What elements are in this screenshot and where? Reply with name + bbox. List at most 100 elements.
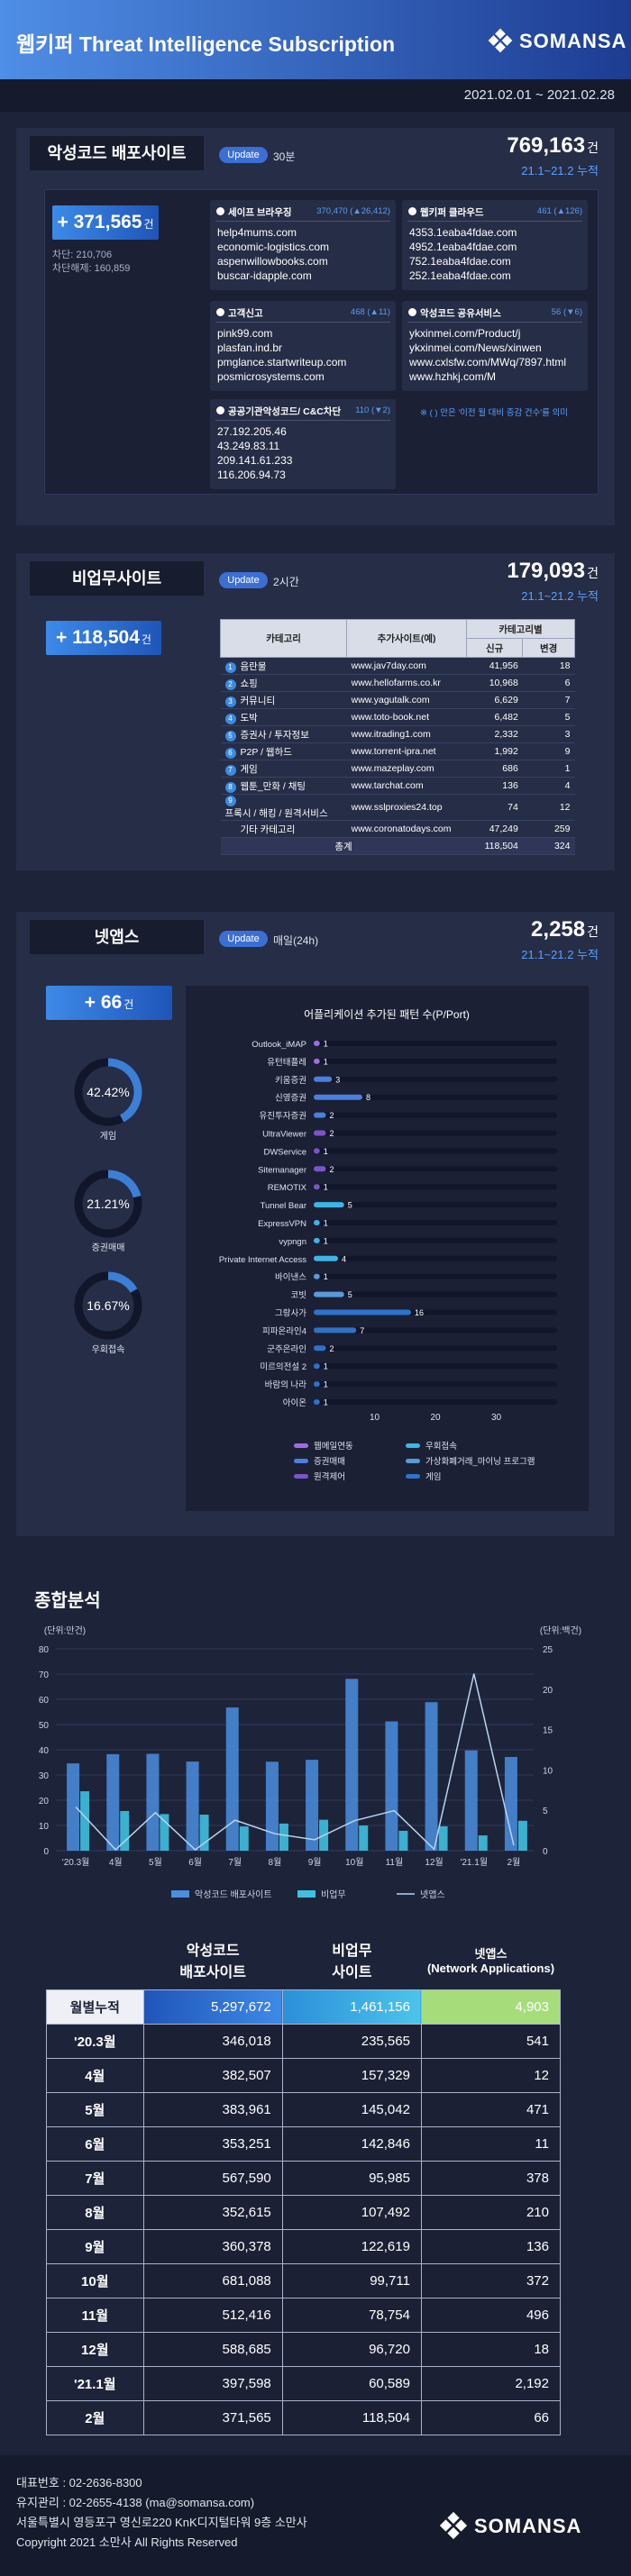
category-label: Tunnel Bear: [261, 1201, 306, 1211]
value-cell: 12: [420, 2058, 562, 2093]
added-unit: 건: [141, 633, 151, 646]
category-name: 증권사 / 투자정보: [240, 729, 309, 741]
bar: [314, 1166, 326, 1172]
update-badge: Update: [219, 147, 268, 163]
line: [75, 1673, 515, 1851]
category-no: 5: [224, 730, 236, 742]
bar-track: [314, 1041, 557, 1046]
x-tick-label: 5월: [149, 1857, 162, 1868]
category-label: 미르의전설 2: [260, 1362, 306, 1372]
total-unit: 건: [587, 566, 599, 580]
category-label: DWService: [263, 1147, 306, 1157]
total-new: 118,504: [466, 837, 523, 855]
bar-value: 1: [324, 1183, 328, 1192]
value-cell: 157,329: [281, 2058, 422, 2093]
row-label: 5월: [46, 2092, 144, 2127]
bar: [314, 1041, 320, 1046]
bar-track: [314, 1291, 557, 1297]
y2-tick-label: 10: [543, 1766, 553, 1776]
header-cell: 악성코드 배포사이트: [179, 1943, 246, 1980]
bar-track: [314, 1255, 557, 1261]
total-label: 총계: [220, 837, 467, 855]
source-box: [402, 301, 588, 391]
row-label: 4월: [46, 2058, 144, 2093]
added-value: + 371,565: [57, 212, 142, 232]
bar-value: 2: [330, 1165, 334, 1174]
source-icon: [216, 308, 224, 316]
logo-shape: [447, 2511, 460, 2525]
category-name: 프록시 / 해킹 / 원격서비스: [224, 808, 328, 819]
header-bar: [0, 0, 631, 79]
row-label: 6월: [46, 2126, 144, 2162]
bar-value: 1: [324, 1147, 328, 1156]
logo-text: SOMANSA: [474, 2515, 582, 2537]
value-cell: 352,615: [142, 2195, 283, 2230]
table-row: 4 도박 www.toto-book.net 6,482 5: [220, 708, 575, 726]
source-item: 4952.1eaba4fdae.com: [409, 241, 517, 253]
category-label: 유턴태플레: [267, 1058, 306, 1068]
x-tick-label: 11월: [386, 1857, 404, 1868]
bar-track: [314, 1166, 557, 1172]
site-cell: www.jav7day.com: [346, 657, 467, 675]
value-cell: 4,903: [420, 1989, 562, 2025]
value-cell: 541: [420, 2024, 562, 2059]
bar-value: 7: [360, 1326, 364, 1335]
bar: [146, 1753, 160, 1851]
divider: [215, 221, 390, 222]
date-bar: [0, 79, 631, 112]
bar: [314, 1363, 320, 1370]
bar: [106, 1753, 120, 1851]
source-icon: [216, 406, 224, 414]
bar-value: 5: [348, 1201, 352, 1210]
bar-value: 1: [324, 1057, 328, 1066]
added-box: + 118,504 건: [46, 621, 161, 655]
value-cell: 588,685: [142, 2332, 283, 2367]
x-tick-label: 2월: [508, 1857, 521, 1868]
value-cell: 360,378: [142, 2229, 283, 2264]
source-name: 세이프 브라우징: [228, 207, 292, 218]
donut-name: 증권매매: [92, 1242, 125, 1253]
category-label: REMOTIX: [268, 1183, 307, 1193]
bar-value: 1: [324, 1398, 328, 1407]
bar-value: 5: [348, 1290, 352, 1299]
x-tick-label: 8월: [269, 1857, 282, 1868]
category-cell: 7 게임: [220, 760, 347, 778]
bar-track: [314, 1112, 557, 1118]
value-cell: 60,589: [281, 2366, 422, 2401]
donut-name: 우회접속: [92, 1344, 125, 1355]
table-row: '20.3월 346,018 235,565 541: [46, 2024, 562, 2059]
divider: [215, 322, 390, 323]
legend-swatch: [406, 1443, 420, 1448]
category-cell: 5 증권사 / 투자정보: [220, 725, 347, 743]
table-row: 4월 382,507 157,329 12: [46, 2058, 562, 2093]
source-name: 악성코드 공유서비스: [420, 308, 501, 319]
bar: [517, 1820, 527, 1851]
table-row: 9 프록시 / 해킹 / 원격서비스 www.sslproxies24.top 74 1…: [220, 794, 575, 821]
changed-cell: 18: [522, 657, 575, 675]
bar: [314, 1255, 338, 1261]
total: 769,163 건: [507, 133, 599, 159]
bar: [120, 1810, 130, 1851]
changed-cell: 5: [522, 708, 575, 726]
chart-box: [186, 986, 589, 1511]
row-label: 8월: [46, 2195, 144, 2230]
update-note: 30분: [273, 150, 296, 163]
source-item: 43.249.83.11: [217, 440, 280, 452]
value-cell: 2,192: [420, 2366, 562, 2401]
bar-value: 3: [335, 1075, 340, 1084]
category-label: 바이낸스: [275, 1273, 306, 1283]
source-item: pink99.com: [217, 327, 273, 340]
logo-text: SOMANSA: [519, 30, 627, 52]
site-cell: www.tarchat.com: [346, 777, 467, 795]
value-cell: 18: [420, 2332, 562, 2367]
added-value: + 118,504: [56, 627, 140, 648]
site-cell: www.coronatodays.com: [346, 820, 467, 838]
added-value: + 66: [84, 992, 123, 1013]
x-tick-label: 10: [370, 1413, 380, 1423]
legend-swatch: [294, 1474, 308, 1479]
legend-label: 웹메일연동: [314, 1442, 353, 1452]
bar-value: 1: [324, 1236, 328, 1245]
y2-axis-label: (단위:백건): [540, 1625, 581, 1636]
added-box: + 371,565 건: [52, 205, 159, 240]
